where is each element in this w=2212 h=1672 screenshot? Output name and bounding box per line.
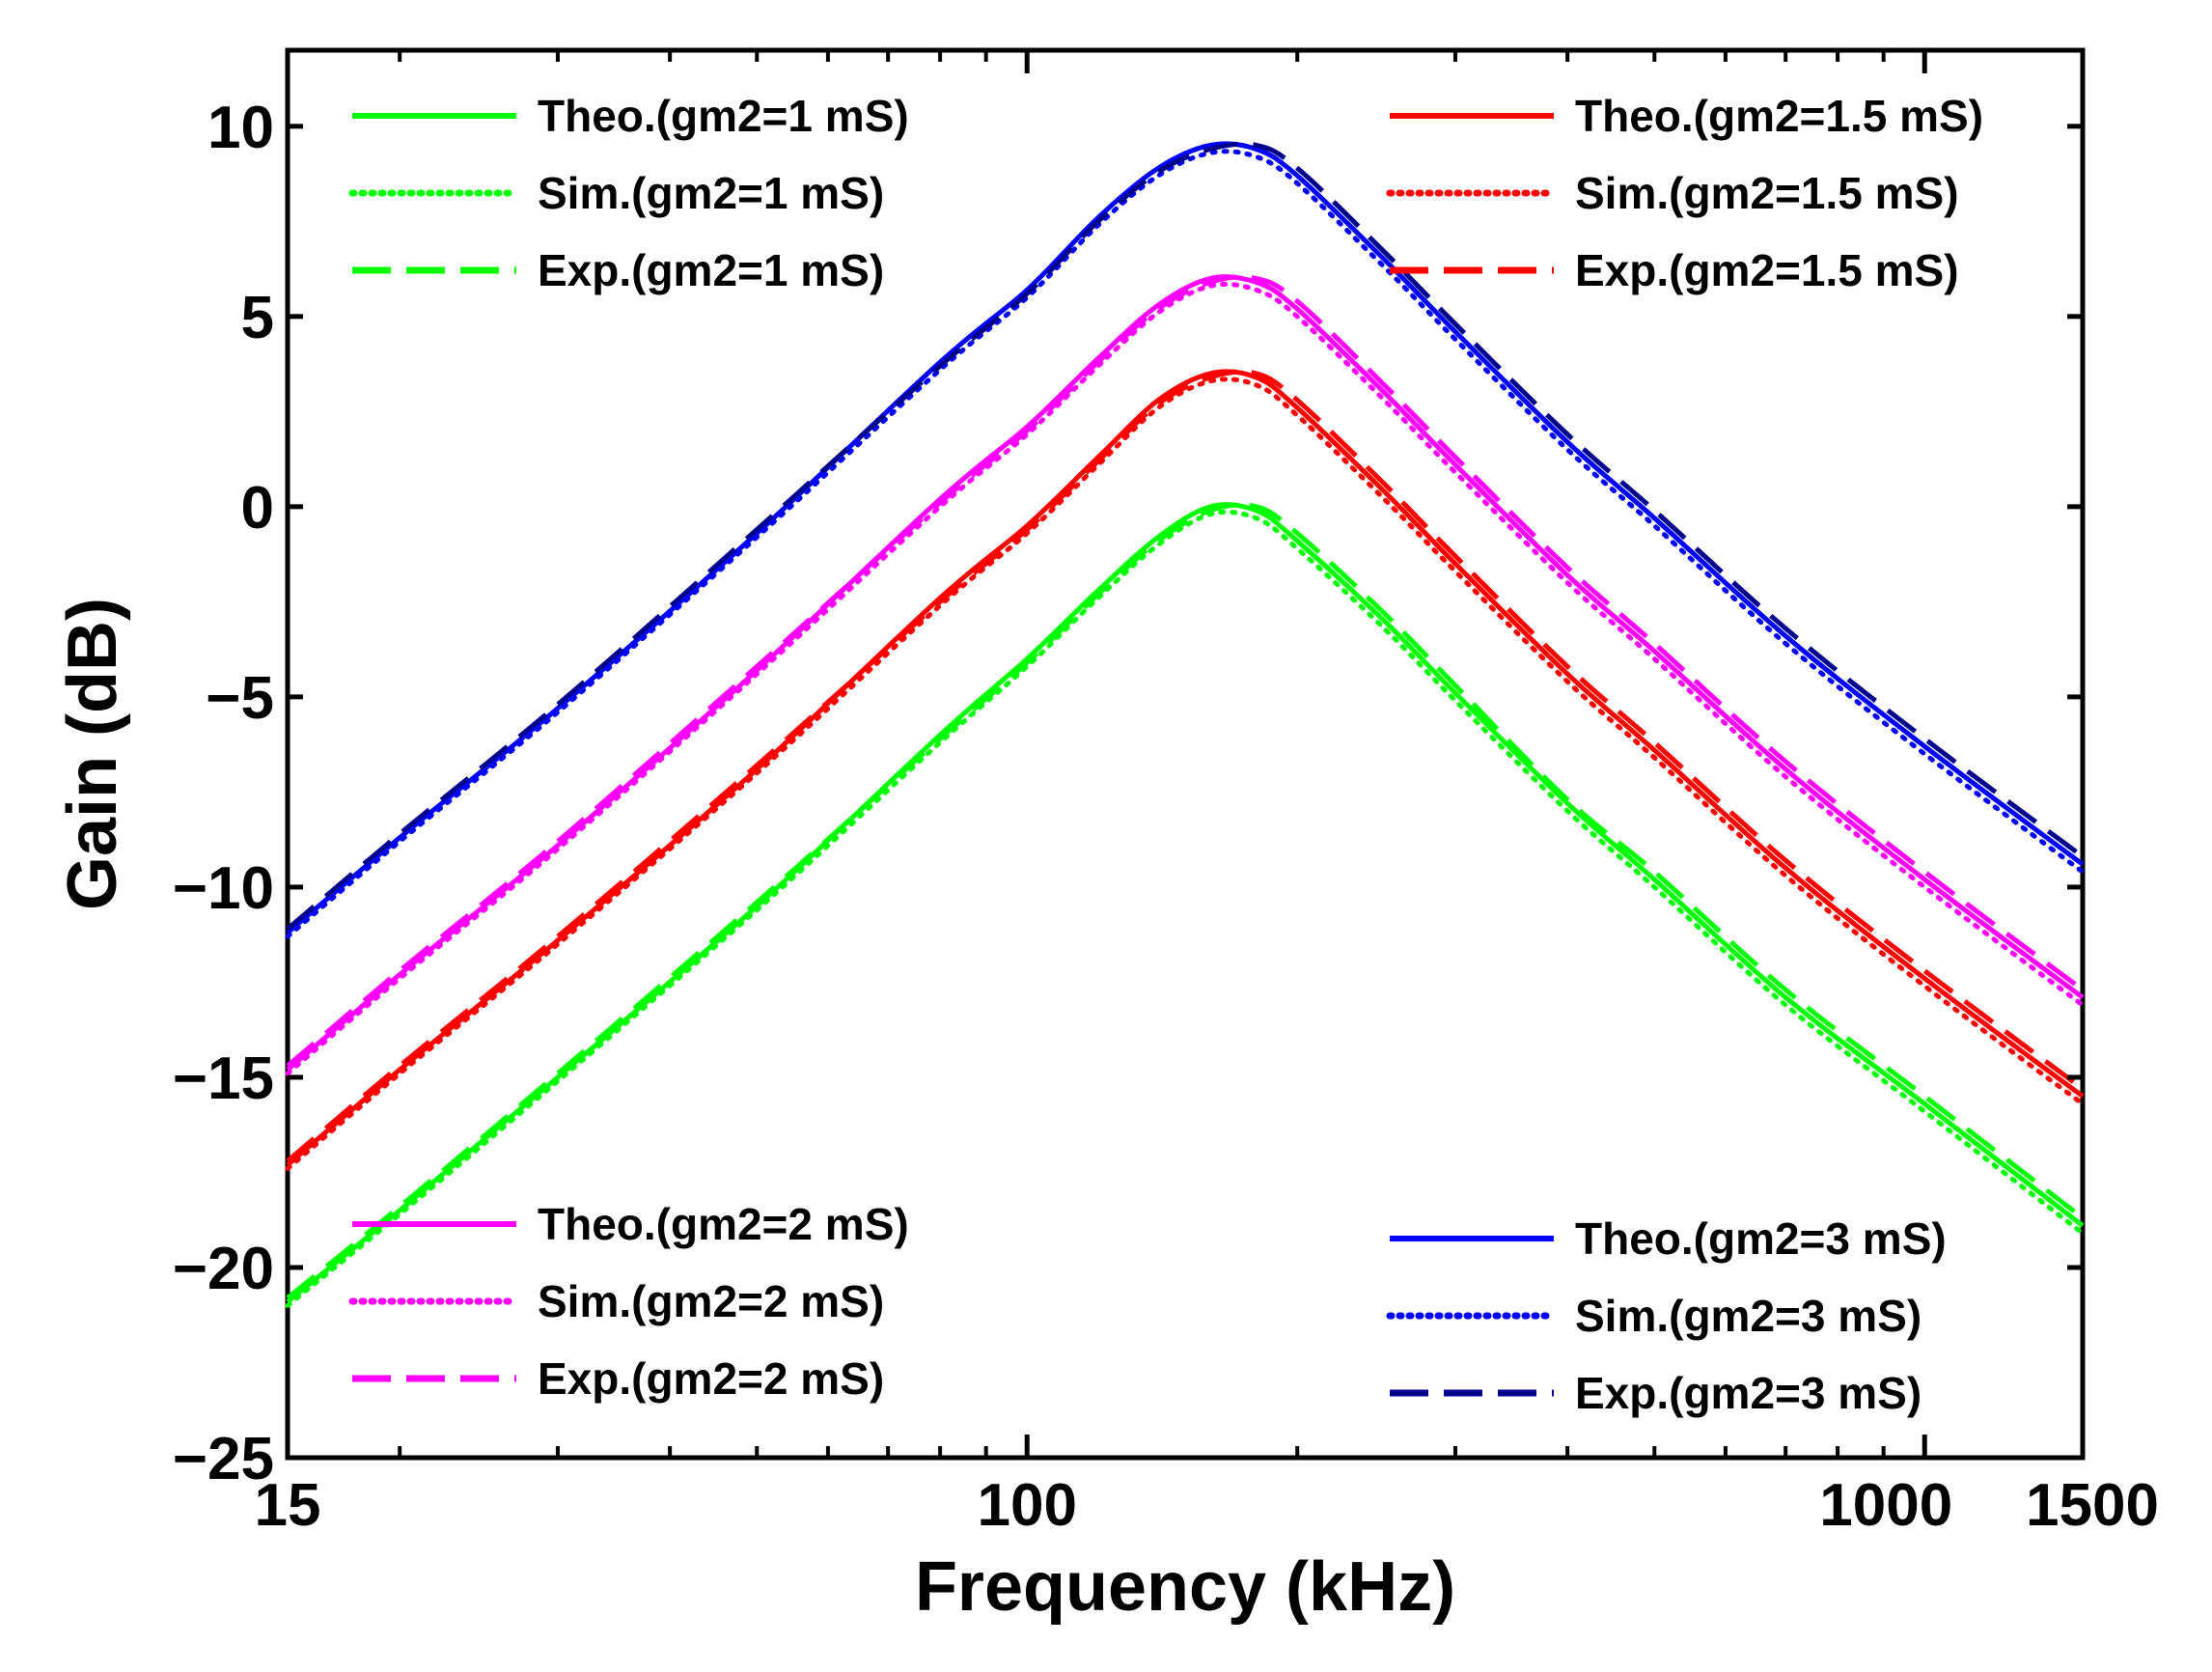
x-tick-label: 15	[255, 1472, 321, 1539]
legend-label: Theo.(gm2=3 mS)	[1575, 1213, 1947, 1264]
series-line-3	[286, 502, 2085, 1300]
series-layer	[285, 141, 2086, 1308]
legend-label: Sim.(gm2=3 mS)	[1575, 1291, 1922, 1341]
y-tick-label: −5	[206, 665, 274, 732]
legend-label: Exp.(gm2=2 mS)	[538, 1353, 884, 1404]
x-tick-label: 1000	[1819, 1472, 1952, 1539]
legend-label: Theo.(gm2=1 mS)	[538, 91, 909, 141]
series-line-8	[285, 281, 2086, 1076]
y-axis-label: Gain (dB)	[54, 598, 131, 910]
legend-label: Sim.(gm2=1 mS)	[538, 168, 884, 218]
series-line-11	[285, 149, 2086, 939]
legend-label: Theo.(gm2=2 mS)	[538, 1199, 909, 1249]
x-axis-label: Frequency (kHz)	[915, 1548, 1455, 1626]
series-line-5	[285, 376, 2086, 1171]
series-line-2	[285, 509, 2086, 1308]
series-line-9	[286, 274, 2085, 1069]
legend-label: Sim.(gm2=1.5 mS)	[1575, 168, 1959, 218]
y-tick-label: −20	[173, 1236, 274, 1302]
y-tick-label: 5	[241, 285, 274, 351]
series-line-6	[286, 369, 2085, 1163]
y-tick-label: −10	[173, 855, 274, 922]
legend-label: Exp.(gm2=1.5 mS)	[1575, 245, 1959, 295]
y-tick-label: 0	[241, 475, 274, 542]
y-tick-label: 10	[207, 95, 274, 161]
legend-label: Exp.(gm2=1 mS)	[538, 245, 884, 295]
y-tick-label: −25	[173, 1426, 274, 1492]
ticks-layer: −25 −20 −15 −10 −5 0 5 10 15 100 1000 1500	[173, 50, 2159, 1539]
plot-area	[285, 47, 2086, 1461]
x-tick-label: 1500	[2026, 1472, 2159, 1539]
legend-label: Sim.(gm2=2 mS)	[538, 1276, 884, 1326]
y-tick-label: −15	[173, 1045, 274, 1112]
legend-label: Exp.(gm2=3 mS)	[1575, 1368, 1922, 1418]
legend-layer: Theo.(gm2=1 mS) Sim.(gm2=1 mS) Exp.(gm2=1 …	[348, 91, 1983, 1418]
legend-label: Theo.(gm2=1.5 mS)	[1575, 91, 1983, 141]
x-tick-label: 100	[978, 1472, 1077, 1539]
series-line-12	[286, 141, 2085, 932]
